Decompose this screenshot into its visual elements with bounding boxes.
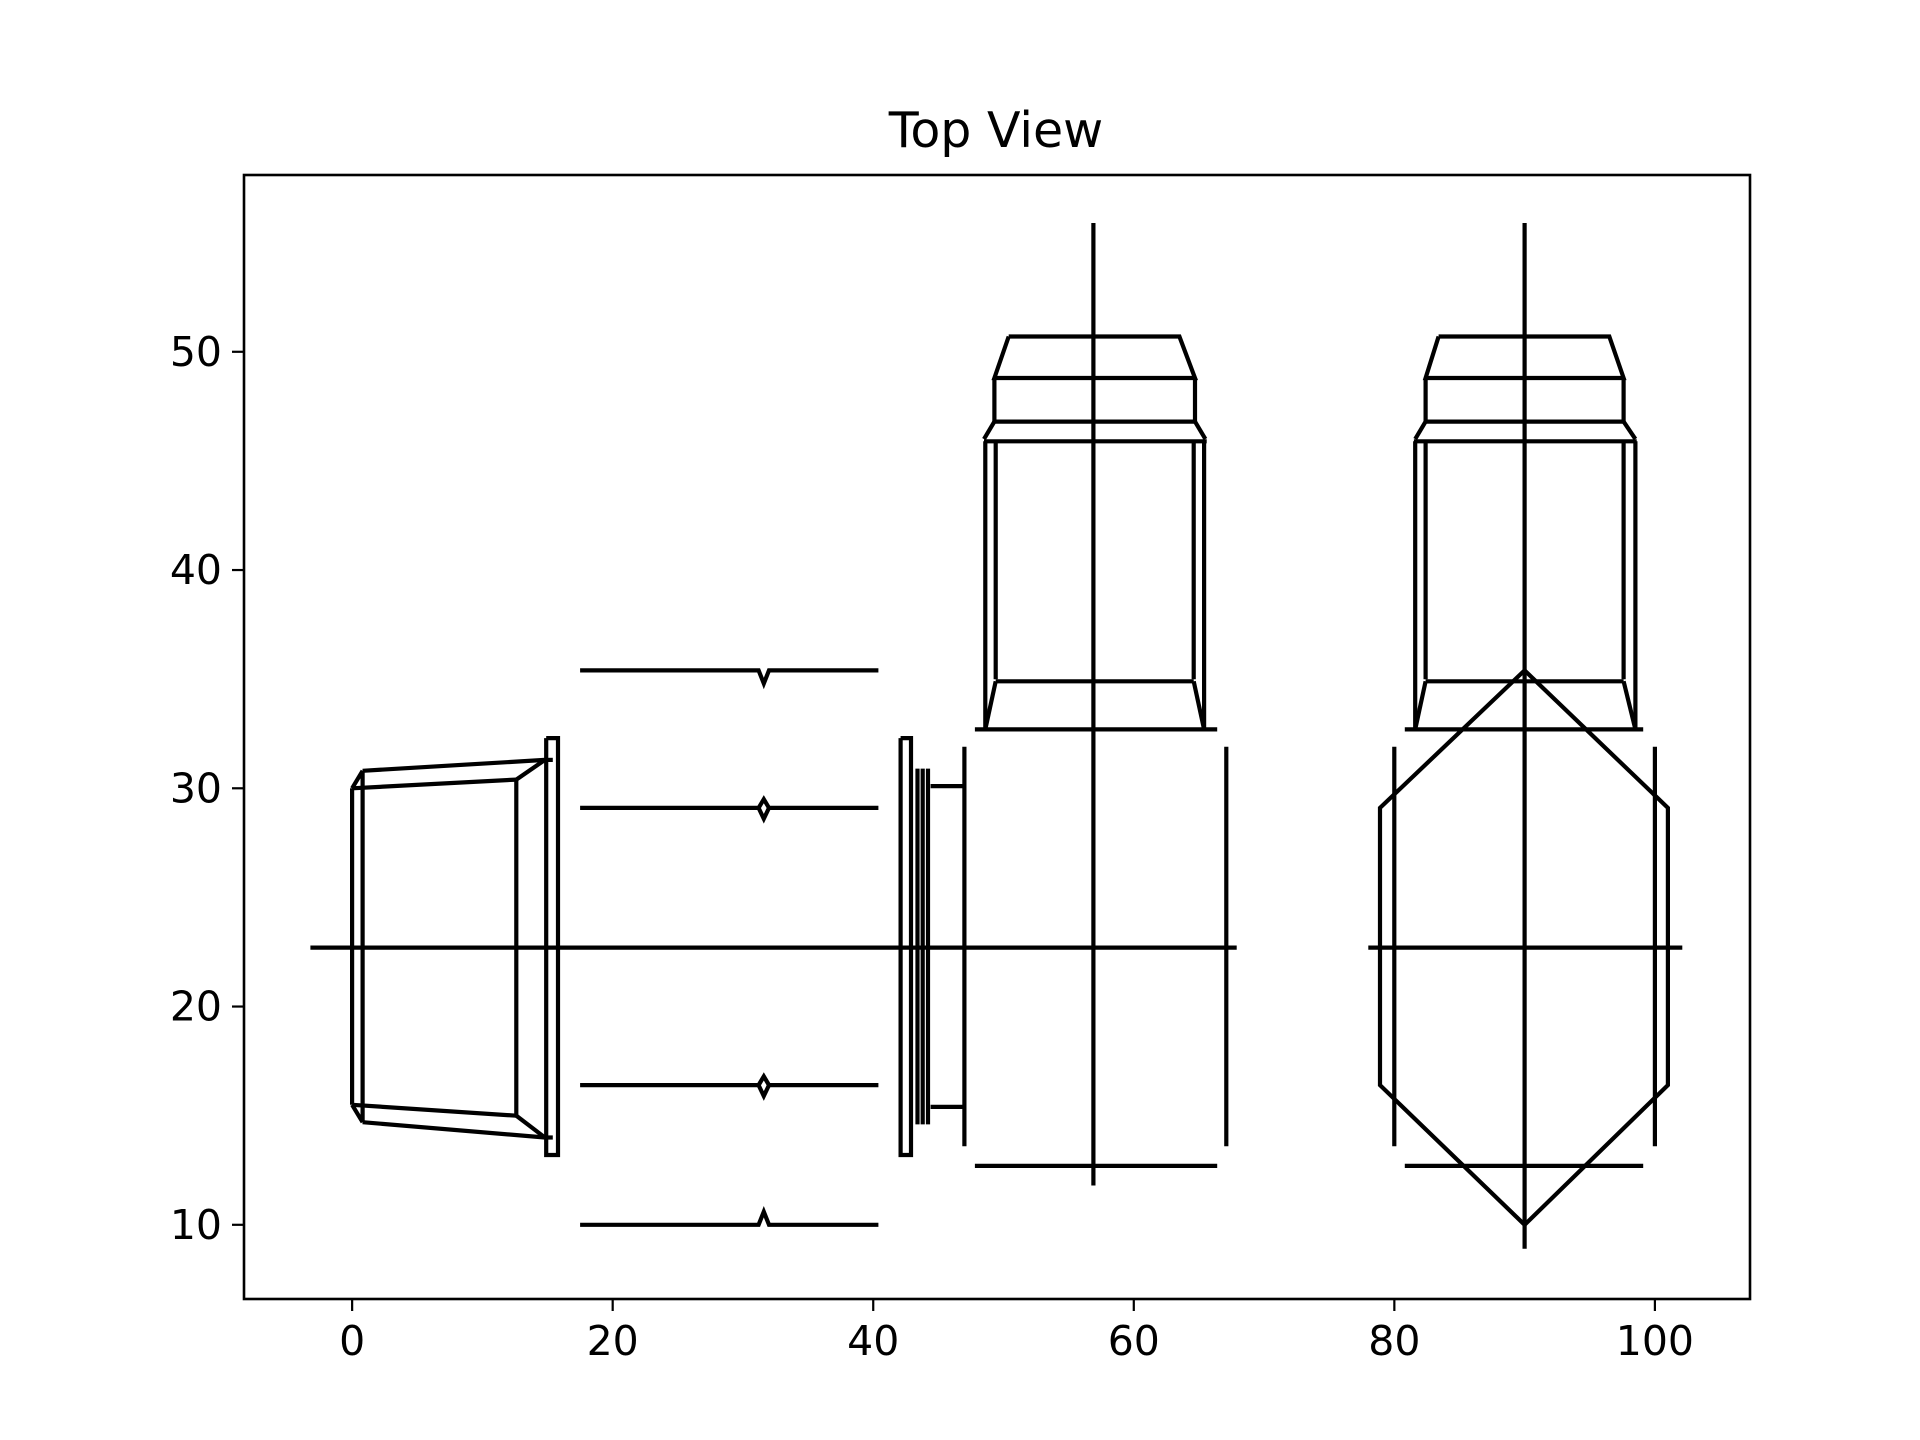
rods-line-2: [756, 806, 771, 824]
tapered-box-line-9: [515, 758, 547, 782]
housing-left-line-12: [983, 680, 998, 730]
housing-left-line-4: [982, 420, 997, 441]
y-tick-label: 50: [170, 328, 222, 376]
housing-left-line-5: [1193, 420, 1208, 441]
tapered-box-line-3: [351, 777, 517, 791]
x-tick-label: 0: [339, 1317, 365, 1365]
x-tick-label: 80: [1368, 1317, 1420, 1365]
rods-line-0: [580, 668, 879, 690]
tapered-box-line-6: [362, 1120, 546, 1140]
rods-line-4: [756, 1084, 771, 1101]
y-tick-label: 10: [170, 1201, 222, 1249]
tapered-box-line-8: [350, 1103, 365, 1124]
y-tick-label: 40: [170, 546, 222, 594]
y-tick-label: 20: [170, 983, 222, 1031]
rods-component: [580, 668, 879, 1227]
drawing-layer: [310, 223, 1683, 1249]
x-tick-label: 40: [847, 1317, 899, 1365]
y-tick-label: 30: [170, 764, 222, 812]
plot-frame: [242, 173, 1752, 1301]
housing-right-line-13: [1621, 680, 1638, 730]
flange-plates-line-0: [898, 735, 914, 1158]
housing-right-line-12: [1413, 680, 1428, 730]
rods-line-1: [580, 795, 879, 811]
y-axis: 10 20 30 40 50: [170, 328, 244, 1249]
housing-right-line-5: [1621, 420, 1638, 441]
tapered-box-line-5: [351, 1102, 517, 1118]
centerlines-component: [310, 223, 1683, 1249]
tapered-box-line-7: [350, 769, 365, 790]
housing-left-line-13: [1191, 680, 1207, 730]
rods-line-5: [580, 1206, 879, 1227]
rods-line-3: [580, 1072, 879, 1088]
tapered-box-line-10: [515, 1114, 547, 1140]
x-tick-label: 100: [1616, 1317, 1694, 1365]
tapered-box-line-4: [362, 757, 546, 773]
housing-right-line-4: [1413, 420, 1428, 441]
tapered-box-line-13: [544, 735, 561, 1158]
x-axis: 0 20 40 60 80 100: [339, 1299, 1694, 1365]
x-tick-label: 60: [1108, 1317, 1160, 1365]
chart-title: Top View: [888, 102, 1104, 159]
x-tick-label: 20: [587, 1317, 639, 1365]
